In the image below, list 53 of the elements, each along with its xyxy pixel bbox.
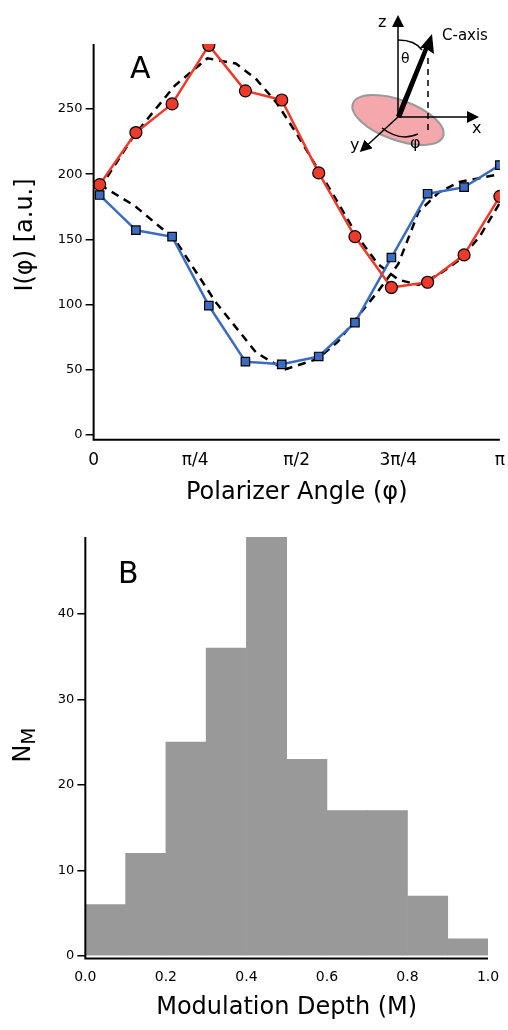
point: [276, 359, 287, 370]
x-tick-label: 3π/4: [379, 449, 418, 470]
annotation: C-axis: [442, 26, 488, 44]
point: [384, 280, 398, 295]
point: [422, 188, 433, 199]
x-tick-label: π: [494, 449, 506, 470]
x-tick-label: π/2: [283, 449, 311, 470]
point: [348, 230, 362, 244]
point: [350, 317, 360, 328]
y-tick-label: 0: [66, 947, 75, 963]
x-tick-label: 0.8: [396, 968, 419, 985]
point: [421, 275, 435, 289]
x-axis-title: Polarizer Angle (φ): [185, 476, 408, 505]
point: [129, 125, 143, 140]
point: [238, 84, 253, 98]
y-tick-label: 10: [57, 861, 75, 877]
y-tick-label: 40: [57, 605, 75, 621]
y-tick-label: 250: [57, 100, 83, 116]
point: [313, 351, 324, 362]
point: [94, 190, 105, 200]
annotation: θ: [401, 50, 410, 66]
point: [203, 300, 214, 311]
x-tick-label: 0: [88, 449, 100, 470]
annotation: x: [472, 118, 482, 137]
annotation: A: [130, 50, 151, 85]
annotation: φ: [410, 133, 421, 152]
point: [240, 356, 251, 367]
x-tick-label: 0.4: [235, 968, 258, 985]
text: z: [378, 12, 387, 31]
point: [131, 225, 141, 236]
y-tick-label: 20: [57, 776, 75, 792]
point: [167, 231, 177, 242]
point: [459, 182, 469, 193]
y-tick-label: 200: [57, 165, 83, 181]
y-tick-label: 100: [57, 295, 83, 311]
point: [457, 248, 471, 262]
point: [312, 166, 326, 180]
annotation: y: [350, 135, 360, 154]
annotation: B: [118, 555, 139, 590]
y-tick-label: 50: [66, 360, 83, 376]
point: [275, 93, 289, 107]
x-tick-label: π/4: [181, 449, 209, 470]
x-tick-label: 1.0: [476, 968, 500, 985]
x-tick-label: 0.0: [74, 968, 97, 985]
y-tick-label: 30: [57, 690, 75, 706]
y-tick-label: 0: [74, 425, 83, 441]
x-tick-label: 0.2: [154, 968, 178, 985]
y-tick-label: 150: [57, 230, 83, 246]
point: [93, 178, 107, 192]
y-axis-title: I(φ) [a.u.]: [10, 178, 38, 292]
x-tick-label: 0.6: [315, 968, 339, 985]
point: [165, 97, 179, 111]
x-axis-title: Modulation Depth (M): [156, 991, 418, 1020]
